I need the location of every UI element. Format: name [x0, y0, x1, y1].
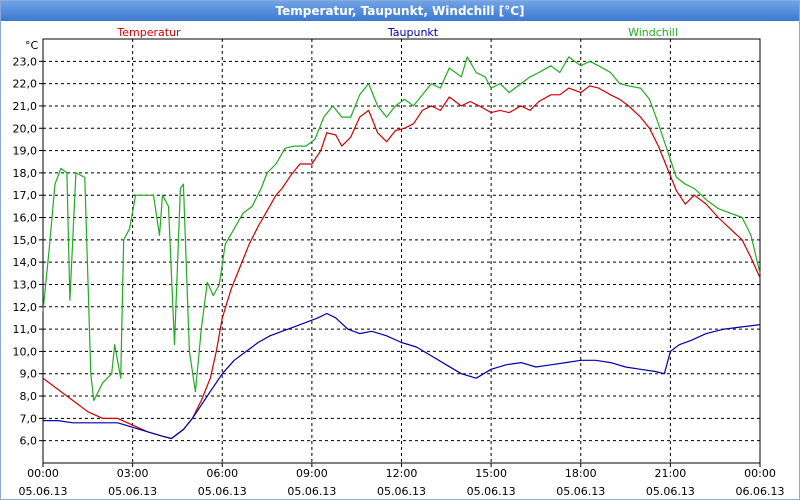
y-tick-label: 11,0 [13, 323, 38, 336]
x-tick-time-label: 00:00 [744, 467, 776, 480]
window-title: Temperatur, Taupunkt, Windchill [°C] [1, 1, 799, 21]
y-tick-label: 21,0 [13, 100, 38, 113]
series-line-taupunkt [43, 312, 761, 440]
y-tick-label: 13,0 [13, 278, 38, 291]
x-tick-date-label: 05.06.13 [287, 485, 336, 498]
x-tick-time-label: 06:00 [206, 467, 238, 480]
grid-lines [42, 38, 761, 464]
y-axis-ticks: 6,0 7,0 8,0 9,0 10,0 11,0 12,0 13,0 14,0 15,0 16,0… [13, 55, 43, 448]
series-line-temperatur [42, 85, 761, 440]
y-tick-label: 12,0 [13, 301, 38, 314]
y-tick-label: 20,0 [13, 122, 38, 135]
x-tick-time-label: 15:00 [475, 467, 507, 480]
x-tick-date-label: 05.06.13 [556, 485, 605, 498]
legend-entry-temperatur: Temperatur [116, 26, 181, 39]
series-lines [42, 56, 761, 440]
y-tick-label: 22,0 [13, 78, 38, 91]
series-line-windchill [42, 56, 761, 402]
y-tick-label: 19,0 [13, 145, 38, 158]
x-tick-date-label: 05.06.13 [377, 485, 426, 498]
y-tick-label: 18,0 [13, 167, 38, 180]
x-tick-date-label: 05.06.13 [19, 485, 68, 498]
x-tick-time-label: 00:00 [27, 467, 59, 480]
legend-entry-windchill: Windchill [628, 26, 678, 39]
y-axis-label: °C [25, 39, 39, 52]
y-tick-label: 16,0 [13, 212, 38, 225]
y-tick-label: 10,0 [13, 345, 38, 358]
y-tick-label: 6,0 [20, 435, 38, 448]
x-tick-date-label: 05.06.13 [646, 485, 695, 498]
x-tick-time-label: 09:00 [296, 467, 328, 480]
x-axis-ticks: 00:00 05.06.13 03:00 05.06.13 06:00 05.06.13 0… [19, 463, 785, 498]
x-tick-time-label: 12:00 [386, 467, 418, 480]
legend-entry-taupunkt: Taupunkt [387, 26, 439, 39]
line-chart: 6,0 7,0 8,0 9,0 10,0 11,0 12,0 13,0 14,0 15,0 16,0… [13, 26, 785, 498]
y-tick-label: 23,0 [13, 55, 38, 68]
x-tick-time-label: 03:00 [117, 467, 149, 480]
y-tick-label: 15,0 [13, 234, 38, 247]
x-tick-date-label: 06.06.13 [736, 485, 785, 498]
y-tick-label: 14,0 [13, 256, 38, 269]
x-tick-date-label: 05.06.13 [108, 485, 157, 498]
x-tick-time-label: 21:00 [655, 467, 687, 480]
y-tick-label: 9,0 [20, 368, 38, 381]
y-tick-label: 7,0 [20, 412, 38, 425]
y-tick-label: 17,0 [13, 189, 38, 202]
legend: Temperatur Taupunkt Windchill [116, 26, 678, 39]
x-tick-time-label: 18:00 [565, 467, 597, 480]
x-tick-date-label: 05.06.13 [467, 485, 516, 498]
x-tick-date-label: 05.06.13 [198, 485, 247, 498]
y-tick-label: 8,0 [20, 390, 38, 403]
